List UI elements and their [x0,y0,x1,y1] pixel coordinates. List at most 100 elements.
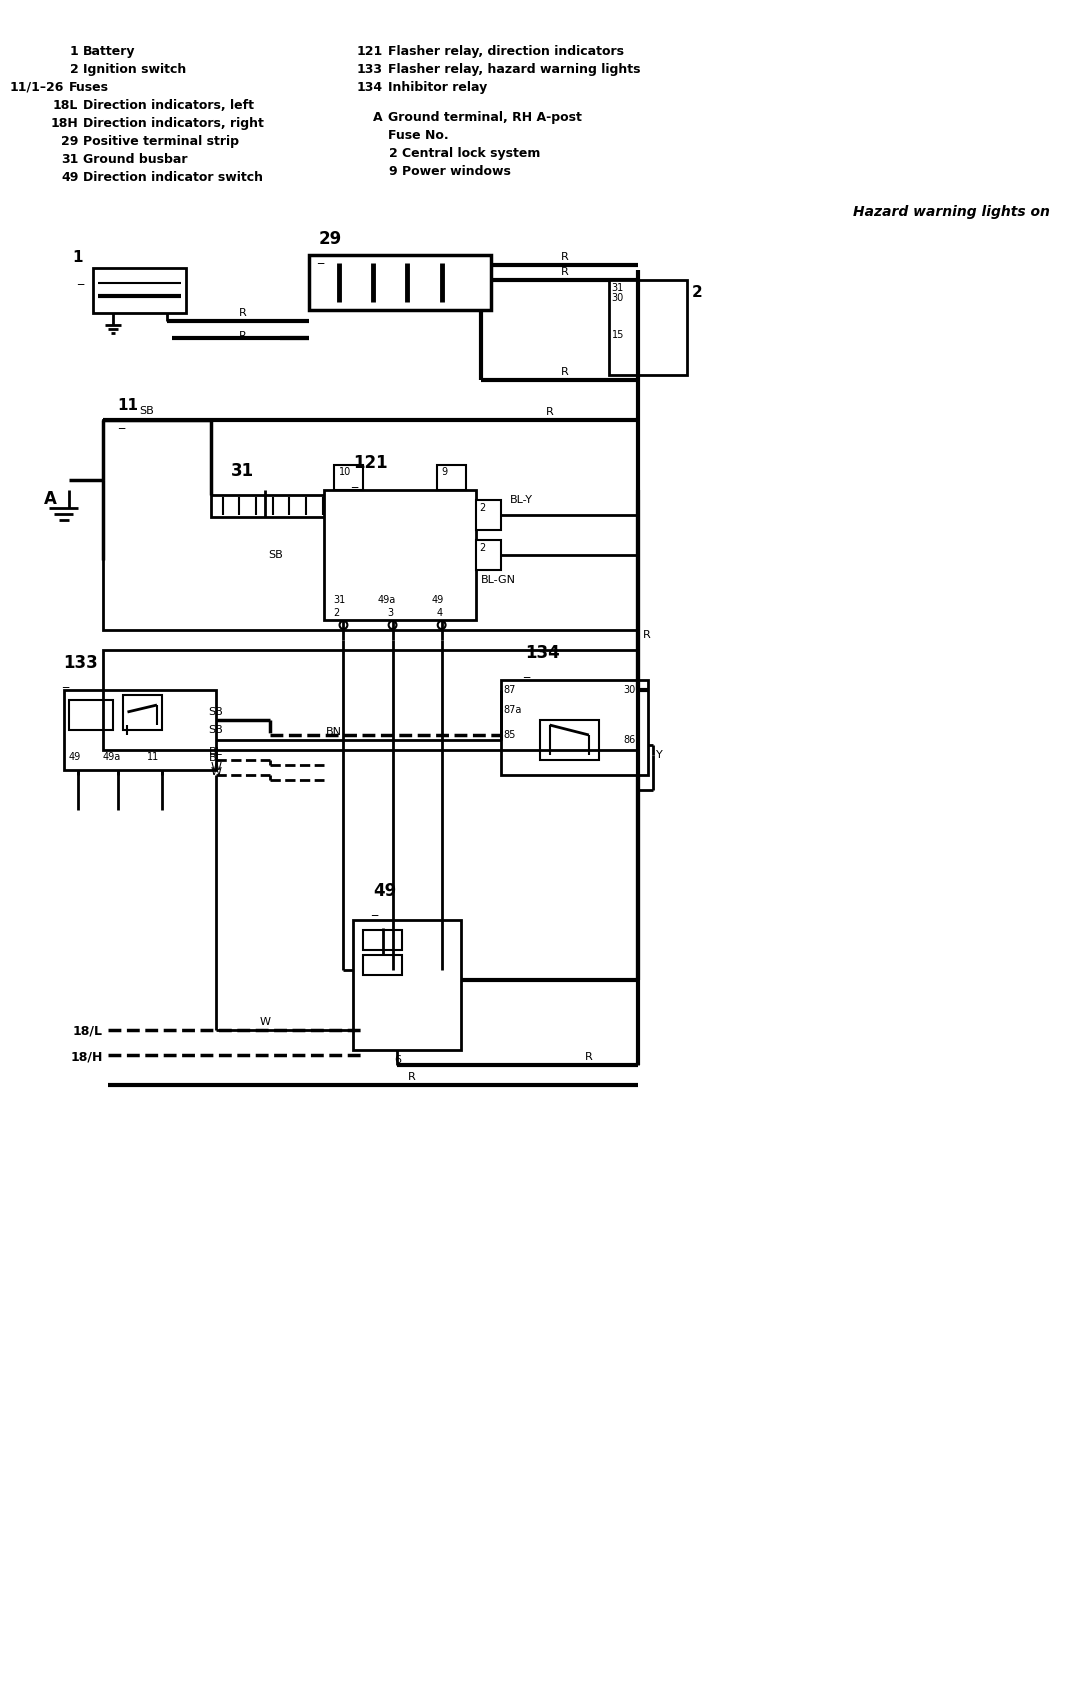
Text: _: _ [351,475,357,489]
Text: 1: 1 [69,44,78,58]
Text: 2: 2 [692,284,703,300]
Text: BN: BN [325,727,341,737]
Bar [68,700,113,731]
Text: SB: SB [268,550,283,560]
Text: 87: 87 [504,685,515,695]
Text: 11/1–26: 11/1–26 [10,82,64,94]
Text: 49: 49 [68,753,81,761]
Text: 30: 30 [623,685,636,695]
Text: 49a: 49a [102,753,122,761]
Text: 1: 1 [73,250,83,266]
Text: R: R [585,1052,593,1063]
Text: 121: 121 [353,455,388,472]
Text: 18H: 18H [50,118,78,129]
Text: _: _ [523,664,529,678]
Text: 85: 85 [504,731,515,741]
Bar [64,690,216,770]
Text: 29: 29 [319,230,343,249]
Bar [102,421,638,630]
Text: Y: Y [655,749,663,760]
Text: BL: BL [209,753,223,763]
Text: W: W [210,766,221,777]
Text: 134: 134 [525,644,560,662]
Text: Fuse No.: Fuse No. [387,129,448,141]
Text: A: A [44,490,57,507]
Text: 31: 31 [230,462,254,480]
Bar [211,496,378,518]
Text: 134: 134 [356,82,383,94]
Text: R: R [409,1071,416,1081]
Text: 49: 49 [61,170,78,184]
Bar [93,267,187,313]
Text: R: R [545,407,554,417]
Text: W: W [259,1017,270,1027]
Text: Direction indicator switch: Direction indicator switch [83,170,264,184]
Text: 2: 2 [388,146,398,160]
Bar [123,695,162,731]
Text: 2: 2 [479,502,485,513]
Bar [476,501,500,530]
Text: 18/L: 18/L [73,1025,102,1039]
Text: R: R [560,368,569,376]
Bar [102,651,638,749]
Text: _: _ [371,903,378,916]
Text: Ground busbar: Ground busbar [83,153,188,165]
Bar [363,955,402,976]
Text: 121: 121 [356,44,383,58]
Text: Fuses: Fuses [68,82,109,94]
Text: 31: 31 [334,594,346,605]
Text: 9: 9 [388,165,398,179]
Bar [324,490,476,620]
Text: 4: 4 [436,608,443,618]
Text: 31: 31 [611,283,624,293]
Text: R: R [239,330,246,341]
Bar [500,679,648,775]
Text: 2: 2 [479,543,485,553]
Text: Hazard warning lights on: Hazard warning lights on [854,204,1050,220]
Polygon shape [329,496,472,542]
Text: 87a: 87a [504,705,522,715]
Text: BL: BL [209,748,223,758]
Bar [353,920,461,1051]
Text: _: _ [62,674,68,688]
Polygon shape [329,542,472,589]
Text: Direction indicators, left: Direction indicators, left [83,99,254,112]
Text: _: _ [317,250,323,264]
Bar [309,255,491,310]
Text: 10: 10 [338,467,351,477]
Text: 31: 31 [61,153,78,165]
Text: 2: 2 [334,608,340,618]
Text: BL-Y: BL-Y [510,496,534,506]
Text: R: R [643,630,651,640]
Bar [334,465,363,490]
Text: Power windows: Power windows [402,165,511,179]
Text: SB: SB [208,707,223,717]
Text: 49a: 49a [378,594,396,605]
Text: 18L: 18L [53,99,78,112]
Text: Positive terminal strip: Positive terminal strip [83,135,239,148]
Text: 11: 11 [117,399,139,414]
Text: _: _ [117,416,124,429]
Text: Central lock system: Central lock system [402,146,541,160]
Text: 15: 15 [611,330,624,341]
Text: _: _ [77,272,83,284]
Text: Ignition switch: Ignition switch [83,63,187,77]
Text: 49: 49 [432,594,444,605]
Text: 11: 11 [147,753,159,761]
Text: 133: 133 [356,63,383,77]
Bar [608,279,687,375]
Text: A: A [373,111,383,124]
Text: 18/H: 18/H [70,1051,102,1063]
Text: Ground terminal, RH A-post: Ground terminal, RH A-post [387,111,582,124]
Polygon shape [399,496,472,589]
Polygon shape [329,496,399,589]
Text: Inhibitor relay: Inhibitor relay [387,82,487,94]
Text: Flasher relay, direction indicators: Flasher relay, direction indicators [387,44,623,58]
Text: W: W [210,761,221,771]
Text: R: R [239,308,246,318]
Text: 2: 2 [69,63,78,77]
Bar [363,930,402,950]
Text: Battery: Battery [83,44,136,58]
Text: BL-GN: BL-GN [481,576,516,586]
Text: R: R [560,252,569,262]
